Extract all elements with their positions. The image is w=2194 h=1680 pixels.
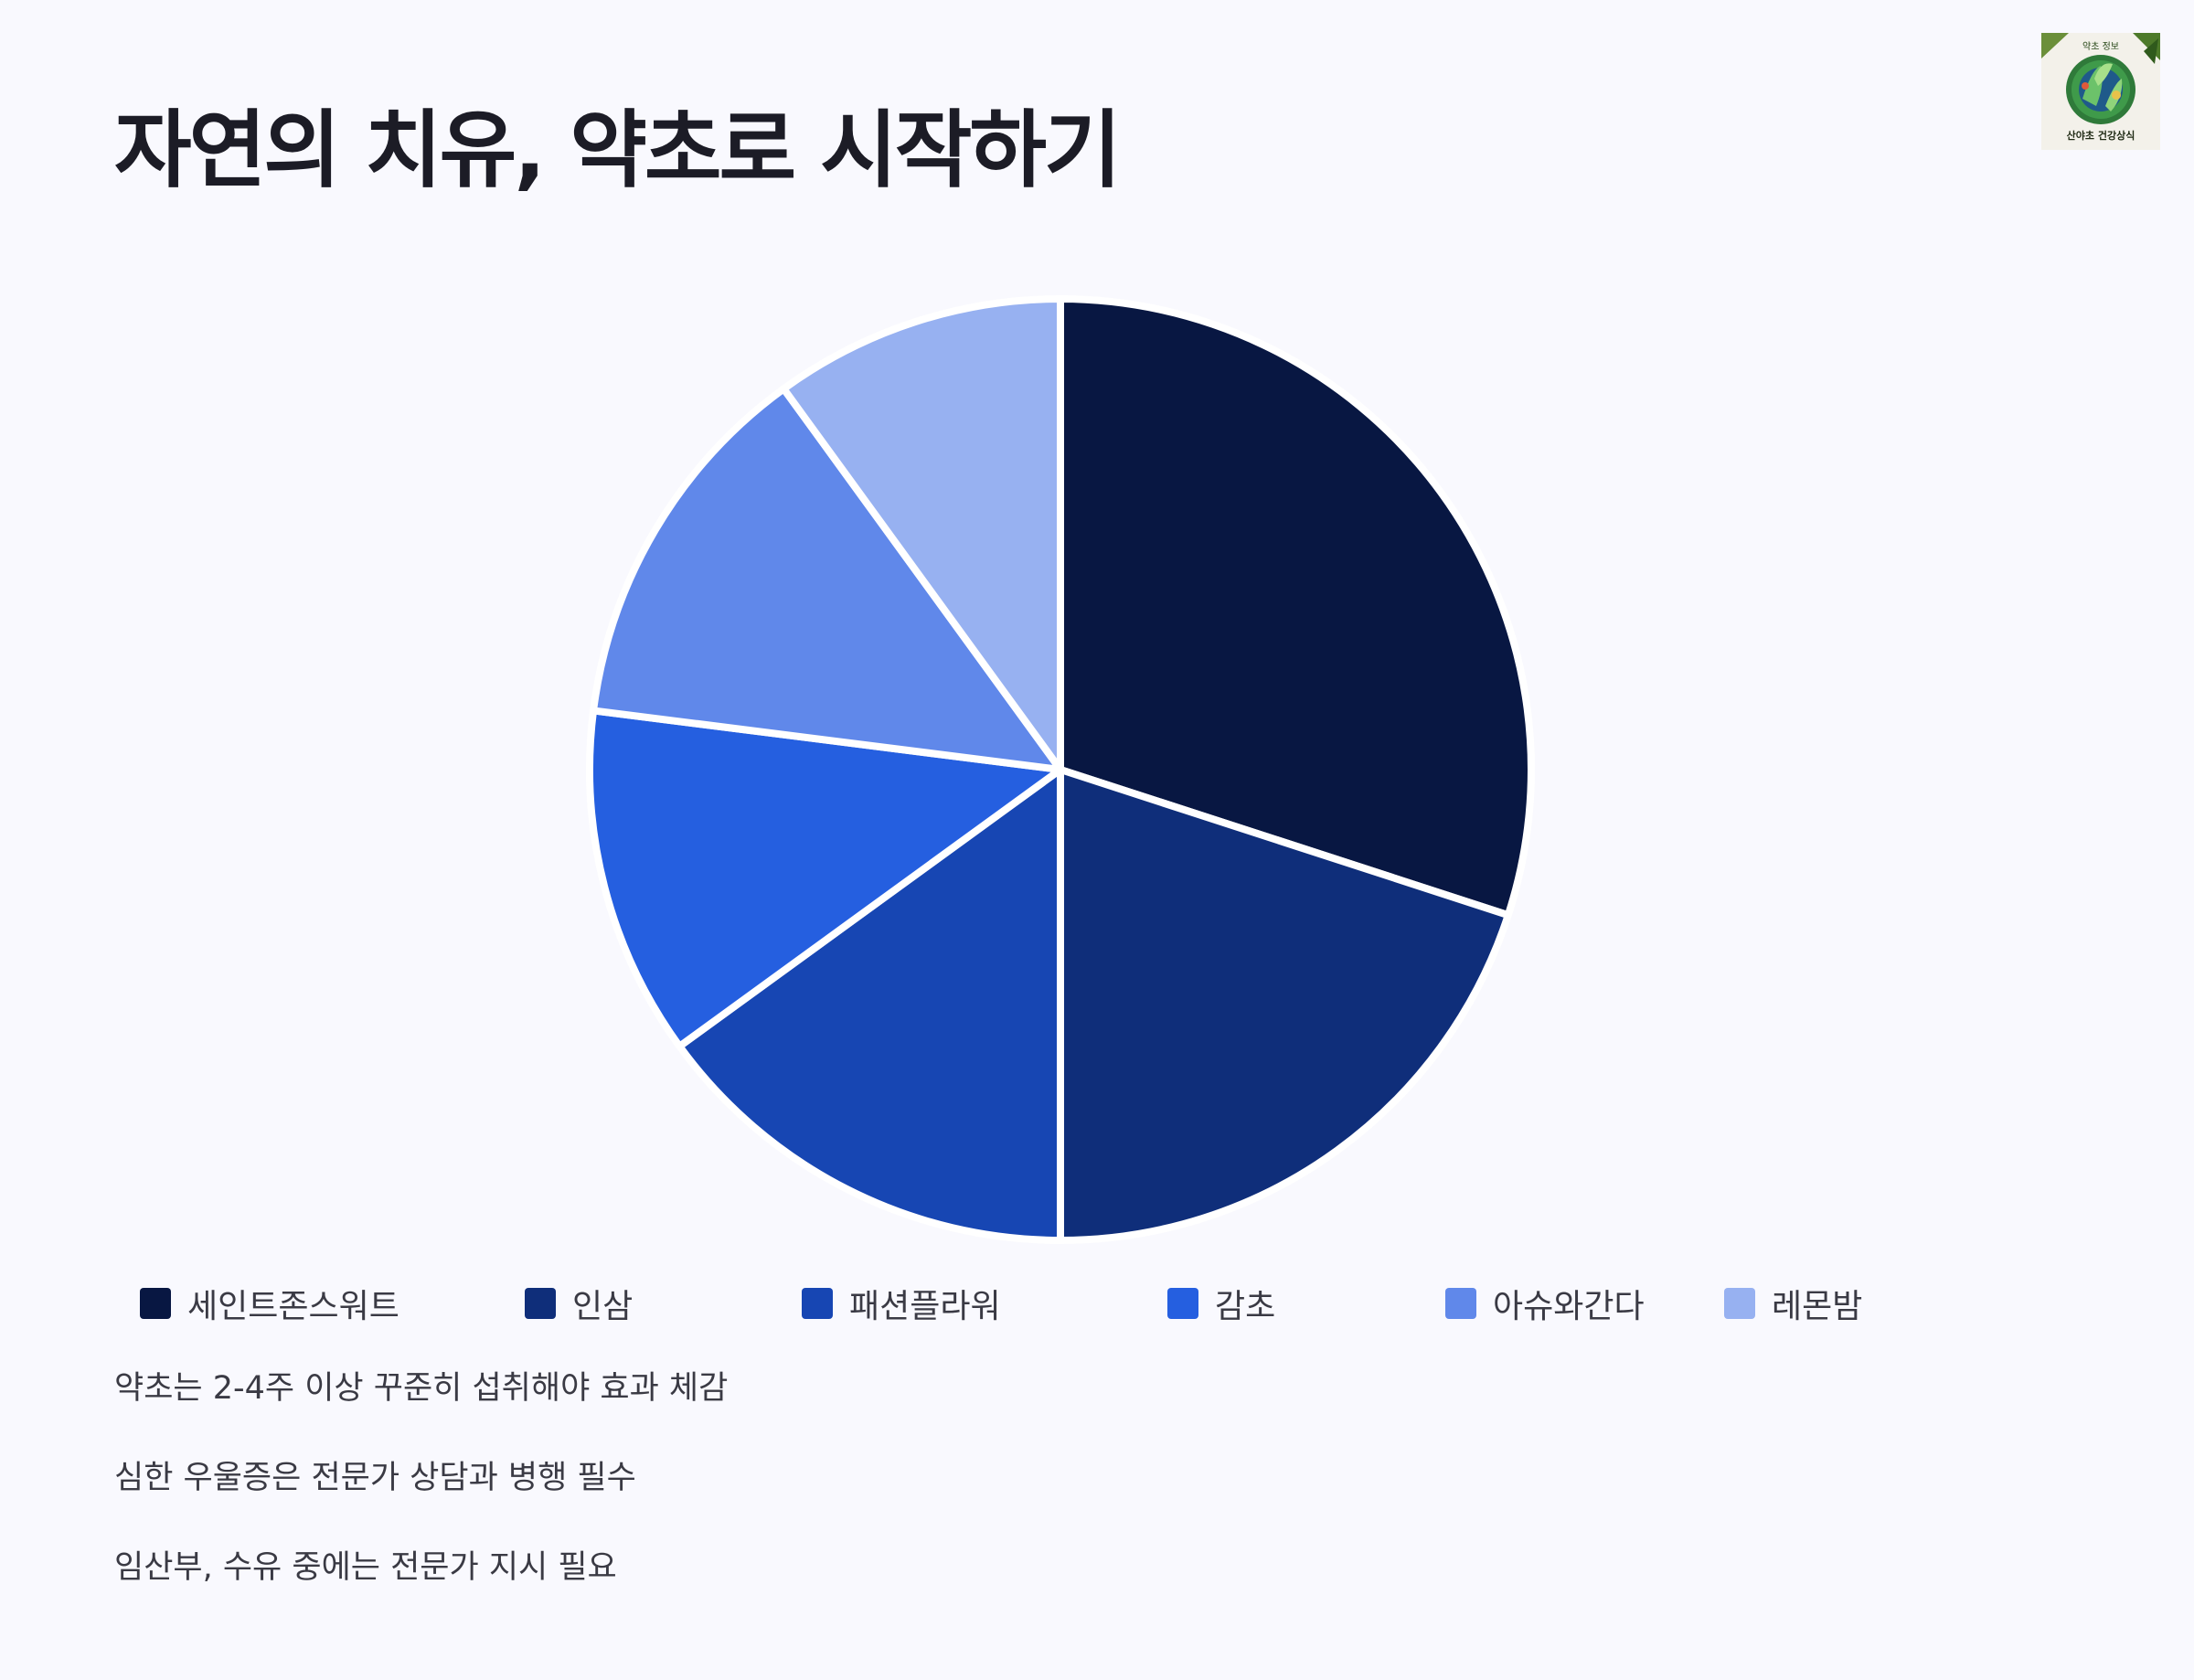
legend-item-st-johns-wort: 세인트존스워트 — [140, 1278, 399, 1329]
pie-slice-3 — [586, 707, 1064, 1050]
legend-swatch — [140, 1288, 171, 1319]
legend-swatch — [1167, 1288, 1198, 1319]
page-title: 자연의 치유, 약초로 시작하기 — [114, 101, 1122, 199]
pie-slice-0 — [1057, 295, 1535, 920]
legend-item-ginseng: 인삼 — [525, 1278, 633, 1329]
legend-label: 감초 — [1215, 1288, 1276, 1325]
legend-label: 패션플라워 — [849, 1288, 1001, 1325]
pie-slice-4 — [590, 385, 1064, 773]
legend-swatch — [525, 1288, 556, 1319]
svg-text:산야초 건강상식: 산야초 건강상식 — [2067, 129, 2135, 142]
legend-label: 레몬밤 — [1772, 1288, 1863, 1325]
legend-item-licorice: 감초 — [1167, 1278, 1275, 1329]
legend-item-lemon-balm: 레몬밤 — [1724, 1278, 1862, 1329]
note-item: 심한 우울증은 전문가 상담과 병행 필수 — [114, 1460, 636, 1496]
legend-swatch — [802, 1288, 833, 1319]
legend-item-ashwagandha: 아슈와간다 — [1445, 1278, 1645, 1329]
pie-slice-2 — [676, 766, 1064, 1244]
legend-label: 세인트존스워트 — [187, 1288, 399, 1325]
pie-slices — [586, 295, 1535, 1244]
legend-label: 인삼 — [572, 1288, 634, 1325]
pie-slice-1 — [1057, 766, 1512, 1244]
svg-text:약초 정보: 약초 정보 — [2082, 41, 2119, 52]
legend-swatch — [1724, 1288, 1755, 1319]
chart-legend: 세인트존스워트 인삼 패션플라워 감초 아슈와간다 레몬밤 — [0, 1278, 2194, 1329]
legend-label: 아슈와간다 — [1493, 1288, 1645, 1325]
note-item: 임산부, 수유 중에는 전문가 지시 필요 — [114, 1549, 617, 1586]
pie-chart — [586, 295, 1535, 1244]
herbal-logo-icon: 약초 정보 산야초 건강상식 — [2041, 33, 2160, 150]
pie-slice-5 — [780, 295, 1064, 773]
note-item: 약초는 2-4주 이상 꾸준히 섭취해야 효과 체감 — [114, 1370, 729, 1407]
legend-item-passionflower: 패션플라워 — [802, 1278, 1001, 1329]
legend-swatch — [1445, 1288, 1476, 1319]
